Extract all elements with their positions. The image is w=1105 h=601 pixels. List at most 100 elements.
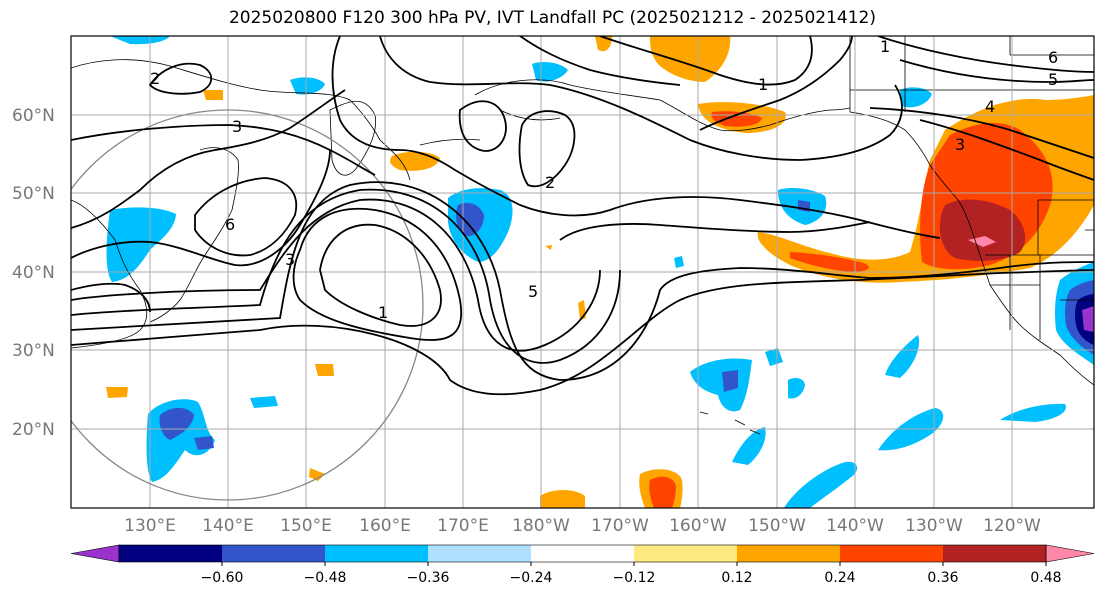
lon-label-120w: 120°W [983,516,1041,536]
contour-8 [71,89,346,229]
shading-blue-10 [1000,403,1066,422]
contour-label-3c: 3 [955,135,965,154]
shading-orange-2 [203,90,223,100]
contour-6 [71,269,1094,396]
colorbar-tick-label: 0.48 [1030,570,1061,586]
border-us-canada [985,199,1094,256]
contour-3 [71,198,601,352]
shading-blue-14 [900,87,932,108]
contour-21 [919,119,1094,181]
lon-label-130w: 130°W [905,516,963,536]
contour-label-2a: 2 [545,173,555,192]
shading-orange-4 [106,387,128,398]
coast-japan [149,147,239,323]
shading-blue-6 [732,427,766,465]
contour-label-1b: 1 [758,75,768,94]
colorbar-cells [70,544,1095,563]
colorbar-cell [531,545,634,562]
lon-label-150e: 150°E [280,516,332,536]
contour-inner-1 [319,223,442,327]
lat-label-40: 40°N [12,263,55,283]
contour-label-6b: 6 [225,215,235,234]
contour-12 [458,100,507,152]
contour-label-1c: 1 [880,37,890,56]
contour-9 [194,177,298,257]
contour-label-4a: 4 [985,97,995,116]
shading-medblue-4b [194,436,214,450]
contour-label-group: 1 1 1 2 2 3 3 3 4 5 5 6 6 [150,37,1058,322]
shading-blue-12 [290,77,325,95]
coast-na [849,36,1094,386]
border-states [990,255,1094,340]
shading-blue-17 [250,396,278,408]
colorbar-tick-label: −0.24 [510,570,553,586]
contour-22 [869,107,1094,159]
contour-23 [519,36,681,86]
colorbar-tick-label: −0.48 [304,570,347,586]
lon-labels: 130°E 140°E 150°E 160°E 170°E 180°W 170°… [124,516,1041,536]
contour-15 [559,221,871,241]
contour-7 [71,149,331,267]
lat-label-30: 30°N [12,341,55,361]
lat-label-20: 20°N [12,420,55,440]
shading-blue-7 [784,461,858,508]
contour-label-5a: 5 [528,282,538,301]
colorbar-cell [840,545,943,562]
shading-medblue-4 [159,407,194,440]
contour-label-5b: 5 [1048,70,1058,89]
colorbar-cell [222,545,325,562]
region-circle [71,109,424,501]
lon-label-150w: 150°W [748,516,806,536]
lon-label-170e: 170°E [437,516,489,536]
shading-red-jet [790,252,869,272]
ivt-shading [106,36,1094,508]
coast-top-right [850,36,1094,112]
shading-orange-top2 [595,36,612,52]
lat-label-60: 60°N [12,106,55,126]
contour-4 [71,188,621,364]
colorbar-tick-label: −0.36 [407,570,450,586]
lon-label-140e: 140°E [202,516,254,536]
contour-10 [148,62,213,95]
contour-label-3b: 3 [285,250,295,269]
lat-label-50: 50°N [12,184,55,204]
coast-asia [71,59,411,349]
contour-17 [599,36,813,86]
contour-20 [899,59,1094,83]
lon-label-180w: 180°W [512,516,570,536]
shading-orange-8 [540,490,585,508]
contour-18 [699,36,853,131]
shading-blue-18 [110,36,170,45]
colorbar-cell [943,545,1046,562]
colorbar-cell [428,545,531,562]
contour-label-2b: 2 [150,69,160,88]
coastlines [71,36,1094,435]
contour-label-1a: 1 [378,303,388,322]
coast-hawaii [699,411,761,435]
colorbar-tick-label: −0.60 [201,570,244,586]
shading-orange-1 [390,151,440,171]
shading-medblue-5 [722,370,738,392]
colorbar-tick-label: 0.36 [927,570,958,586]
colorbar-cell [634,545,737,562]
shading-orange-7 [545,245,552,250]
lat-labels: 60°N 50°N 40°N 30°N 20°N [12,106,55,440]
lon-label-160w: 160°W [669,516,727,536]
shading-blue-15 [765,348,783,366]
shading-red-9 [649,476,676,508]
colorbar-cell [325,545,428,562]
shading-purple-11 [1082,306,1094,332]
colorbar-tick-label: −0.12 [613,570,656,586]
colorbar-cell [119,545,222,562]
colorbar-outline [118,544,1047,563]
colorbar-tick-label: 0.12 [721,570,752,586]
lon-label-140w: 140°W [826,516,884,536]
shading-orange-5 [309,468,325,481]
shading-orange-3 [315,364,334,376]
contour-13 [518,110,576,188]
shading-blue-16 [788,378,805,399]
colorbar-extend-low [70,544,120,563]
pv-contours [71,36,1094,396]
shading-blue-9 [885,335,920,378]
